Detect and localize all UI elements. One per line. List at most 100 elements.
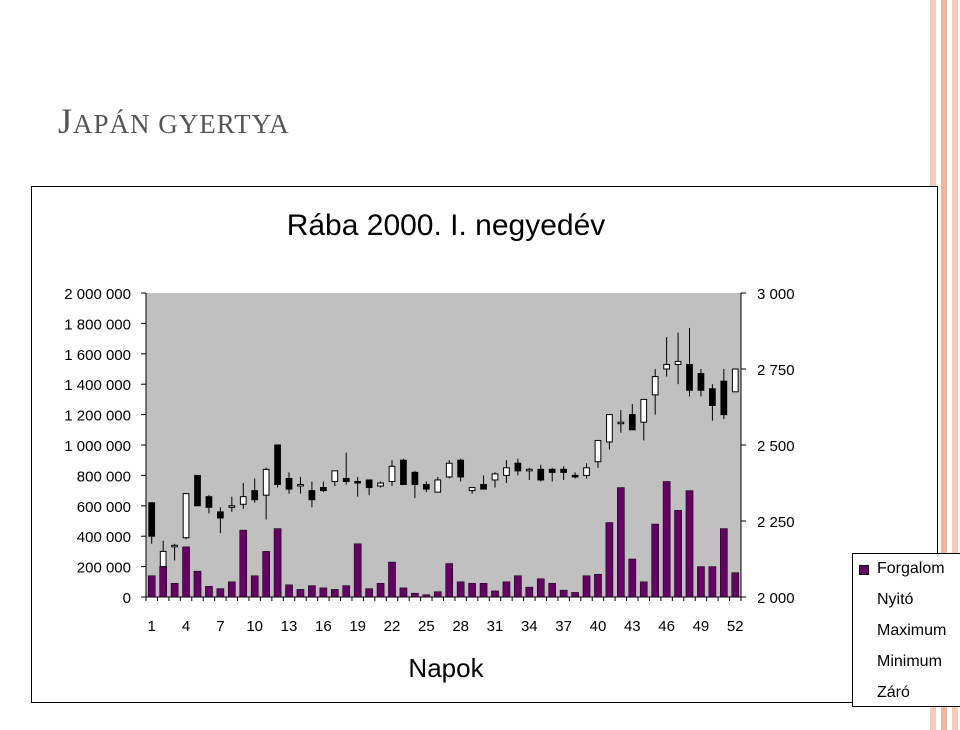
decor-stripe-2 [941,0,947,730]
legend-entry: Minimum [877,653,942,670]
candle-body [720,380,728,416]
right-tick-label: 2 750 [757,362,795,379]
volume-bar [628,558,637,598]
chart-frame: Rába 2000. I. negyedév 0 200 000 400 000 600… [31,186,960,707]
volume-bar [479,583,488,598]
x-tick-label: 7 [216,618,224,635]
left-tick-label: 1 800 000 [64,316,131,333]
x-tick-label: 13 [281,618,298,635]
candle-body [503,467,510,476]
candle-body [628,414,636,431]
volume-bar [228,581,236,598]
candle-body [537,468,545,481]
candle-body [480,484,487,490]
x-tick-label: 31 [487,618,504,635]
candle-body [239,496,247,505]
volume-bar [456,581,465,598]
x-tick-label: 37 [555,618,572,635]
volume-bar [548,583,556,598]
candle-body [514,462,522,472]
volume-bar [708,566,717,598]
right-tick-label: 2 500 [757,438,795,455]
left-tick-label: 0 [123,590,131,607]
candle-body [571,474,579,478]
candle-body [377,482,384,487]
x-tick-label: 43 [624,618,641,635]
volume-bar [296,589,305,598]
volume-bar [376,583,385,598]
volume-bar [193,570,202,598]
x-tick-label: 52 [727,618,744,635]
volume-bar [331,589,339,598]
candle-body [342,477,350,482]
volume-bar [594,573,602,598]
right-tick-label: 2 000 [757,590,795,607]
candle-body [205,496,213,508]
volume-bar [159,566,167,598]
slide-title: JAPÁN GYERTYA [58,101,290,141]
legend-entry: Nyitó [877,591,914,608]
volume-bar [388,561,396,598]
candle-body [491,473,499,481]
candle-body [606,414,613,443]
candle-body [388,465,396,482]
volume-bar [536,578,545,598]
left-tick-label: 2 000 000 [64,286,131,303]
candle-body [159,550,167,568]
volume-bar [674,510,682,598]
candle-body [560,468,568,473]
candle-body [731,368,739,393]
right-tick-label: 3 000 [757,286,795,303]
candle-body [331,470,339,482]
volume-bar [308,585,316,598]
volume-bar [433,591,442,598]
volume-bar [319,587,328,598]
volume-bar [559,589,568,598]
candlestick-chart: Rába 2000. I. negyedév 0 200 000 400 000 600… [64,209,795,683]
candle-body [525,468,533,472]
legend-entry: Záró [877,684,910,701]
candle-body [251,490,259,501]
volume-bar [514,575,522,598]
candle-body [468,487,476,492]
volume-bar [285,584,293,598]
chart-legend: Forgalom Nyitó Maximum Minimum Záró [852,553,960,707]
legend-entry: Forgalom [877,560,945,577]
volume-bar [617,487,625,598]
candle-body [297,484,304,487]
left-tick-label: 1 000 000 [64,438,131,455]
candle-body [262,468,270,496]
candle-body [445,462,453,478]
candle-body [422,484,430,490]
candle-body [617,421,625,425]
candle-body [274,444,281,486]
candle-body [434,479,442,493]
volume-bar [445,563,454,598]
candle-body [674,360,682,365]
x-axis-title: Napok [408,653,484,683]
candle-body [217,511,224,519]
candle-body [228,505,236,508]
x-tick-label: 25 [418,618,435,635]
volume-bar [353,543,362,598]
volume-bar [262,551,270,598]
candle-body [400,459,407,486]
candle-body [365,479,373,489]
x-tick-label: 10 [246,618,263,635]
candle-body [182,493,190,539]
volume-bar [216,588,225,598]
volume-bar [697,566,705,598]
x-tick-label: 22 [384,618,401,635]
legend-swatch-forgalom [859,565,869,575]
candle-body [594,439,602,463]
volume-bar [571,592,579,598]
volume-bar [525,586,534,598]
volume-bar [365,588,373,598]
volume-bar [662,481,671,598]
x-tick-label: 34 [521,618,538,635]
candle-body [171,544,178,548]
volume-bar [147,575,156,598]
volume-bar [182,546,190,598]
right-tick-label: 2 250 [757,514,795,531]
volume-bar [422,594,431,598]
